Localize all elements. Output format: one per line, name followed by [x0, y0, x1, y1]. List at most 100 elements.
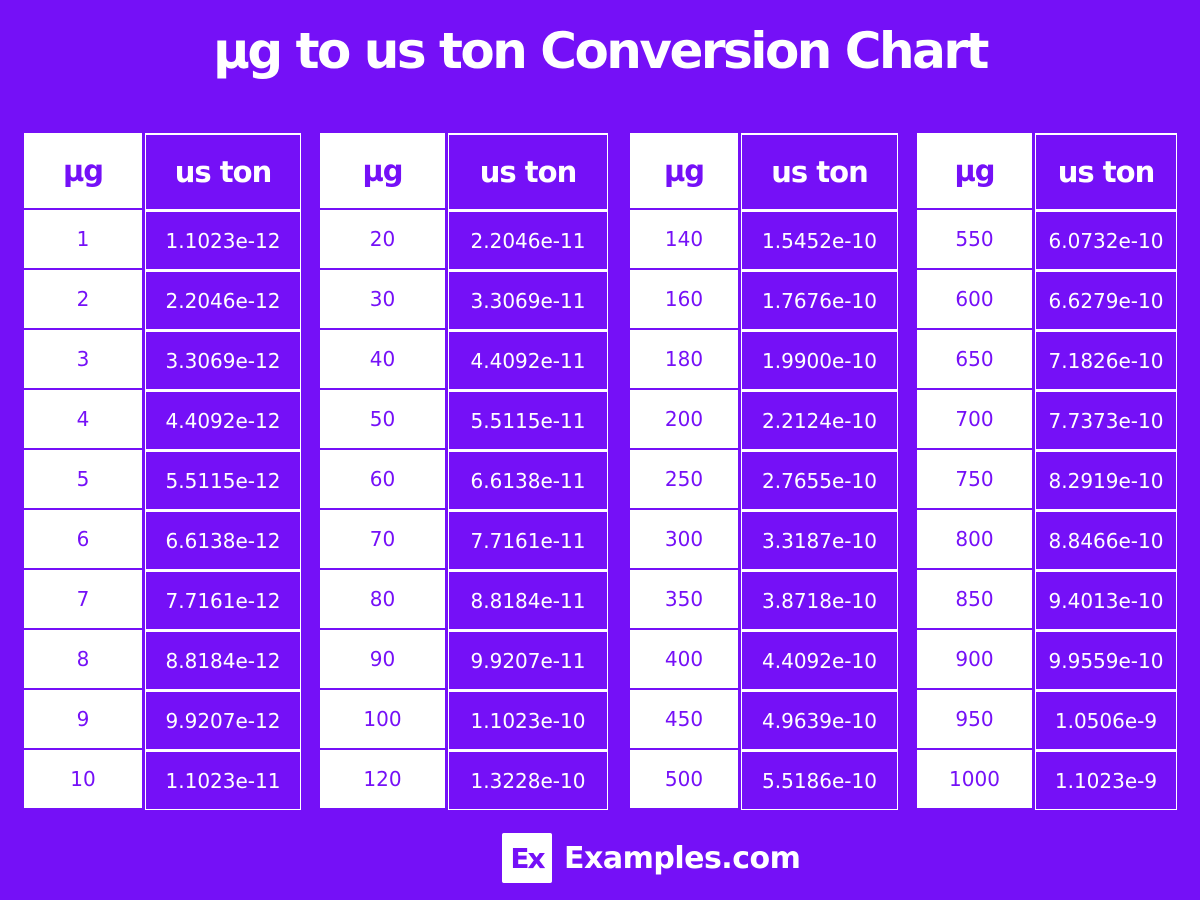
us-ton-value: 8.8466e-10 — [1035, 510, 1177, 570]
ug-value: 140 — [630, 210, 738, 270]
ug-value: 4 — [24, 390, 142, 450]
us-ton-value: 9.4013e-10 — [1035, 570, 1177, 630]
ug-value: 7 — [24, 570, 142, 630]
ug-value: 550 — [917, 210, 1032, 270]
ug-value: 800 — [917, 510, 1032, 570]
header-ug: µg — [917, 133, 1032, 210]
ug-value: 900 — [917, 630, 1032, 690]
us-ton-value: 2.2046e-11 — [448, 210, 608, 270]
us-ton-value: 1.9900e-10 — [741, 330, 898, 390]
us-ton-value: 7.1826e-10 — [1035, 330, 1177, 390]
table-row: 200 2.2124e-10 — [630, 390, 898, 450]
conversion-table-2: µg us ton 20 2.2046e-11 30 3.3069e-11 40 4.4092… — [320, 133, 608, 810]
us-ton-value: 1.0506e-9 — [1035, 690, 1177, 750]
ug-value: 300 — [630, 510, 738, 570]
us-ton-value: 7.7161e-11 — [448, 510, 608, 570]
ug-value: 500 — [630, 750, 738, 810]
us-ton-value: 1.1023e-12 — [145, 210, 301, 270]
us-ton-value: 9.9207e-11 — [448, 630, 608, 690]
ug-value: 450 — [630, 690, 738, 750]
header-us-ton: us ton — [448, 133, 608, 210]
ug-value: 100 — [320, 690, 445, 750]
table-row: 10 1.1023e-11 — [24, 750, 301, 810]
ug-value: 600 — [917, 270, 1032, 330]
us-ton-value: 6.6138e-11 — [448, 450, 608, 510]
examples-logo-icon: Ex — [502, 833, 552, 883]
table-row: 2 2.2046e-12 — [24, 270, 301, 330]
us-ton-value: 8.8184e-12 — [145, 630, 301, 690]
table-row: 20 2.2046e-11 — [320, 210, 608, 270]
ug-value: 120 — [320, 750, 445, 810]
us-ton-value: 2.2124e-10 — [741, 390, 898, 450]
table-row: 70 7.7161e-11 — [320, 510, 608, 570]
ug-value: 40 — [320, 330, 445, 390]
table-row: 120 1.3228e-10 — [320, 750, 608, 810]
us-ton-value: 1.7676e-10 — [741, 270, 898, 330]
table-row: 250 2.7655e-10 — [630, 450, 898, 510]
table-row: 600 6.6279e-10 — [917, 270, 1177, 330]
conversion-table-3: µg us ton 140 1.5452e-10 160 1.7676e-10 180 1.9… — [630, 133, 898, 810]
us-ton-value: 6.6279e-10 — [1035, 270, 1177, 330]
table-row: 850 9.4013e-10 — [917, 570, 1177, 630]
table-row: 900 9.9559e-10 — [917, 630, 1177, 690]
us-ton-value: 1.5452e-10 — [741, 210, 898, 270]
header-ug: µg — [630, 133, 738, 210]
table-row: 300 3.3187e-10 — [630, 510, 898, 570]
table-row: 500 5.5186e-10 — [630, 750, 898, 810]
table-row: 80 8.8184e-11 — [320, 570, 608, 630]
ug-value: 650 — [917, 330, 1032, 390]
us-ton-value: 1.3228e-10 — [448, 750, 608, 810]
table-header-row: µg us ton — [320, 133, 608, 210]
ug-value: 950 — [917, 690, 1032, 750]
us-ton-value: 5.5186e-10 — [741, 750, 898, 810]
table-row: 50 5.5115e-11 — [320, 390, 608, 450]
table-row: 350 3.8718e-10 — [630, 570, 898, 630]
table-row: 3 3.3069e-12 — [24, 330, 301, 390]
table-row: 700 7.7373e-10 — [917, 390, 1177, 450]
table-row: 550 6.0732e-10 — [917, 210, 1177, 270]
us-ton-value: 4.9639e-10 — [741, 690, 898, 750]
us-ton-value: 2.7655e-10 — [741, 450, 898, 510]
ug-value: 200 — [630, 390, 738, 450]
table-row: 950 1.0506e-9 — [917, 690, 1177, 750]
ug-value: 400 — [630, 630, 738, 690]
table-row: 650 7.1826e-10 — [917, 330, 1177, 390]
header-us-ton: us ton — [741, 133, 898, 210]
ug-value: 30 — [320, 270, 445, 330]
ug-value: 2 — [24, 270, 142, 330]
us-ton-value: 6.0732e-10 — [1035, 210, 1177, 270]
table-row: 7 7.7161e-12 — [24, 570, 301, 630]
table-row: 400 4.4092e-10 — [630, 630, 898, 690]
conversion-table-1: µg us ton 1 1.1023e-12 2 2.2046e-12 3 3.3069e-1… — [24, 133, 301, 810]
table-row: 30 3.3069e-11 — [320, 270, 608, 330]
table-row: 8 8.8184e-12 — [24, 630, 301, 690]
ug-value: 8 — [24, 630, 142, 690]
ug-value: 5 — [24, 450, 142, 510]
ug-value: 750 — [917, 450, 1032, 510]
ug-value: 50 — [320, 390, 445, 450]
us-ton-value: 1.1023e-9 — [1035, 750, 1177, 810]
ug-value: 1000 — [917, 750, 1032, 810]
table-row: 60 6.6138e-11 — [320, 450, 608, 510]
us-ton-value: 9.9559e-10 — [1035, 630, 1177, 690]
table-row: 140 1.5452e-10 — [630, 210, 898, 270]
ug-value: 9 — [24, 690, 142, 750]
ug-value: 850 — [917, 570, 1032, 630]
us-ton-value: 7.7161e-12 — [145, 570, 301, 630]
us-ton-value: 8.8184e-11 — [448, 570, 608, 630]
us-ton-value: 4.4092e-12 — [145, 390, 301, 450]
us-ton-value: 9.9207e-12 — [145, 690, 301, 750]
table-row: 160 1.7676e-10 — [630, 270, 898, 330]
ug-value: 90 — [320, 630, 445, 690]
us-ton-value: 1.1023e-11 — [145, 750, 301, 810]
table-row: 40 4.4092e-11 — [320, 330, 608, 390]
ug-value: 3 — [24, 330, 142, 390]
header-ug: µg — [320, 133, 445, 210]
footer-brand: Ex Examples.com — [502, 833, 801, 883]
ug-value: 700 — [917, 390, 1032, 450]
table-row: 450 4.9639e-10 — [630, 690, 898, 750]
table-row: 100 1.1023e-10 — [320, 690, 608, 750]
ug-value: 6 — [24, 510, 142, 570]
table-row: 1 1.1023e-12 — [24, 210, 301, 270]
page-title: µg to us ton Conversion Chart — [213, 22, 989, 80]
